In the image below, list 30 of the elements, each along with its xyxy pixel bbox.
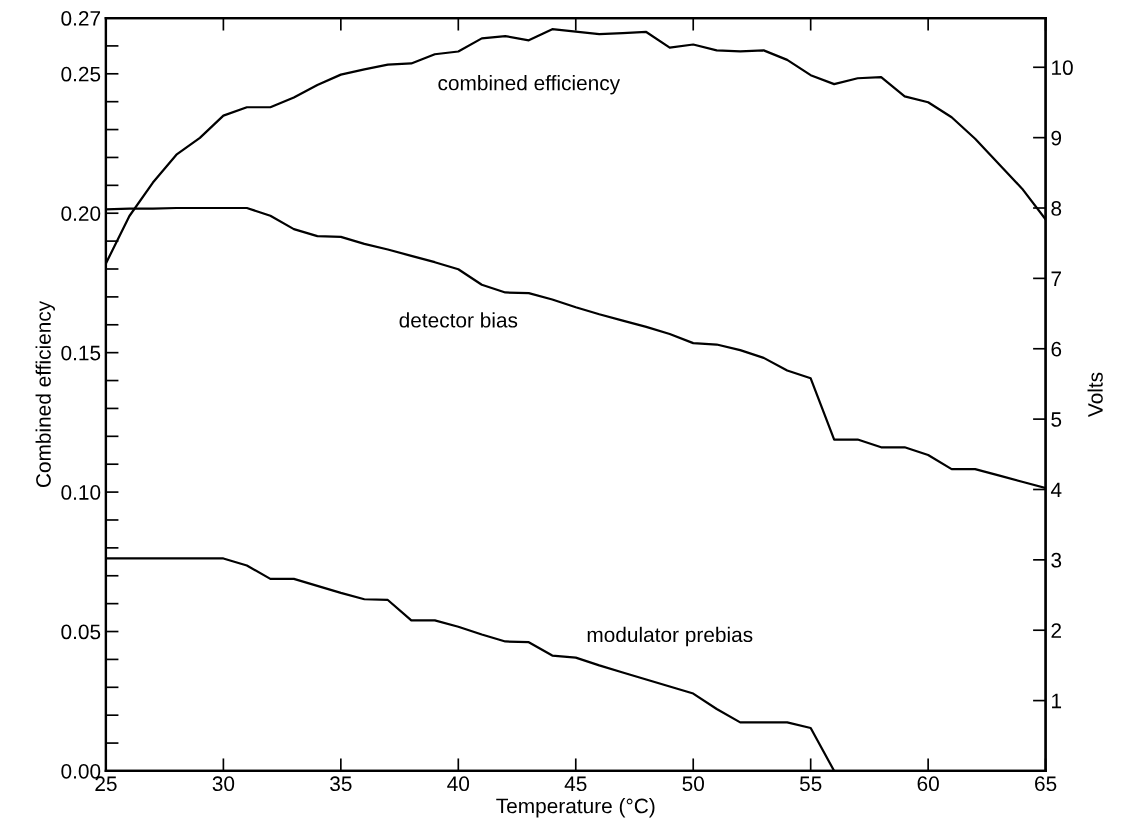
y2-tick-label: 6 [1051, 341, 1062, 357]
x-tick-label: 55 [799, 776, 822, 792]
y2-tick-label: 9 [1051, 130, 1062, 146]
x-tick-label: 45 [564, 776, 587, 792]
y2-tick-label: 2 [1051, 623, 1061, 638]
y2-tick-label: 10 [1052, 60, 1073, 76]
x-tick-label: 65 [1035, 776, 1057, 792]
y2-tick-label: 8 [1051, 201, 1062, 216]
series-label: detector bias [399, 312, 518, 328]
y-tick-label: 0.05 [61, 624, 101, 640]
y2-tick-label: 5 [1051, 412, 1062, 427]
x-tick-label: 35 [330, 776, 352, 792]
y-tick-label: 0.15 [61, 345, 101, 361]
y-tick-label: 0.10 [61, 485, 101, 500]
y2-tick-label: 1 [1052, 693, 1062, 709]
x-tick-label: 50 [682, 776, 704, 792]
y-tick-label: 0.20 [61, 206, 101, 221]
x-axis-title: Temperature (°C) [496, 798, 655, 818]
x-tick-label: 60 [917, 776, 939, 792]
y2-tick-label: 4 [1050, 482, 1062, 498]
y-tick-label: 0.25 [61, 66, 101, 82]
y2-tick-label: 3 [1051, 552, 1062, 568]
x-tick-label: 30 [212, 776, 235, 792]
y-axis-title: Combined efficiency [35, 300, 55, 488]
series-label: modulator prebias [587, 626, 753, 647]
y2-axis-title: Volts [1087, 372, 1103, 417]
series-label: combined efficiency [438, 75, 621, 95]
y-tick-label: 0.27 [61, 11, 101, 26]
y2-tick-label: 7 [1051, 271, 1061, 286]
x-tick-label: 40 [447, 776, 470, 792]
